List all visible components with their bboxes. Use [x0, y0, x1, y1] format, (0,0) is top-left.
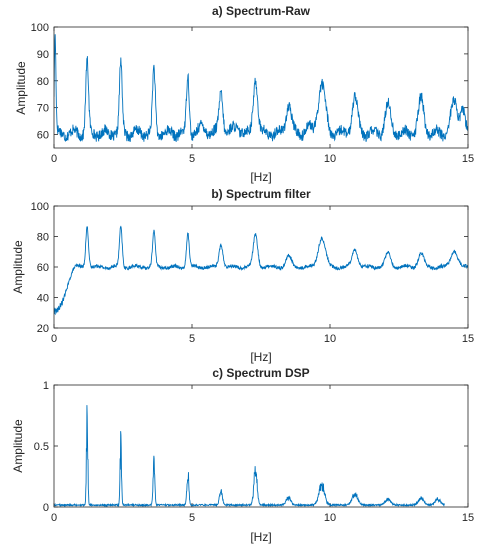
panel-c-xtick-label: 15: [462, 512, 474, 524]
panel-a: a) Spectrum-Raw 0 5 10 15 60 70 80 90 100 [Hz] A…: [14, 4, 474, 184]
panel-b-xtick-label: 5: [189, 333, 195, 345]
panel-b-ytick-label: 80: [37, 232, 49, 244]
panel-b-xlabel: [Hz]: [250, 350, 271, 364]
panel-b-axes-box: [53, 205, 469, 329]
panel-c-series-line: [54, 405, 445, 507]
panel-c-axes-box: [53, 384, 469, 508]
panel-c-ytick-label: 0.5: [34, 441, 49, 453]
panel-c-ytick-label: 1: [43, 380, 49, 392]
panel-c-title: c) Spectrum DSP: [212, 366, 309, 380]
panel-a-ytick-label: 70: [37, 103, 49, 115]
panel-a-ytick-label: 90: [37, 49, 49, 61]
panel-b-ylabel: Amplitude: [11, 240, 25, 294]
panel-b-plot-area: 0 5 10 15 20 40 60 80 100: [31, 201, 474, 345]
panel-a-series-line: [54, 34, 468, 142]
panel-b-ytick-label: 100: [31, 201, 49, 213]
panel-c-ylabel: Amplitude: [11, 419, 25, 473]
panel-a-ytick-label: 80: [37, 76, 49, 88]
panel-a-xlabel: [Hz]: [250, 170, 271, 184]
panel-a-xtick-label: 15: [462, 153, 474, 165]
panel-b-xtick-label: 10: [324, 333, 336, 345]
panel-b-ytick-label: 20: [37, 323, 49, 335]
panel-a-axes-box: [53, 26, 469, 149]
panel-c-xtick-label: 5: [189, 512, 195, 524]
panel-c-xlabel: [Hz]: [250, 530, 271, 544]
panel-c: c) Spectrum DSP 0 5 10 15 0 0.5 1 [Hz] Amplitu…: [11, 366, 474, 544]
panel-b-title: b) Spectrum filter: [211, 187, 311, 201]
panel-b-series-line: [54, 225, 468, 316]
panel-c-xtick-label: 10: [324, 512, 336, 524]
panel-c-ytick-label: 0: [43, 502, 49, 514]
panel-a-ylabel: Amplitude: [14, 61, 28, 115]
panel-a-ytick-label: 60: [37, 130, 49, 142]
panel-a-ytick-label: 100: [31, 22, 49, 34]
panel-b-ytick-label: 40: [37, 293, 49, 305]
panel-a-xtick-label: 10: [324, 153, 336, 165]
panel-a-xtick-label: 0: [51, 153, 57, 165]
panel-a-title: a) Spectrum-Raw: [212, 4, 311, 18]
panel-a-xtick-label: 5: [189, 153, 195, 165]
panel-b-xtick-label: 0: [51, 333, 57, 345]
panel-b-ytick-label: 60: [37, 262, 49, 274]
panel-c-xtick-label: 0: [51, 512, 57, 524]
panel-a-plot-area: 0 5 10 15 60 70 80 90 100: [31, 22, 474, 165]
panel-b: b) Spectrum filter 0 5 10 15 20 40 60 80 100 [Hz…: [11, 187, 474, 364]
panel-c-plot-area: 0 5 10 15 0 0.5 1: [34, 380, 474, 524]
panel-b-xtick-label: 15: [462, 333, 474, 345]
